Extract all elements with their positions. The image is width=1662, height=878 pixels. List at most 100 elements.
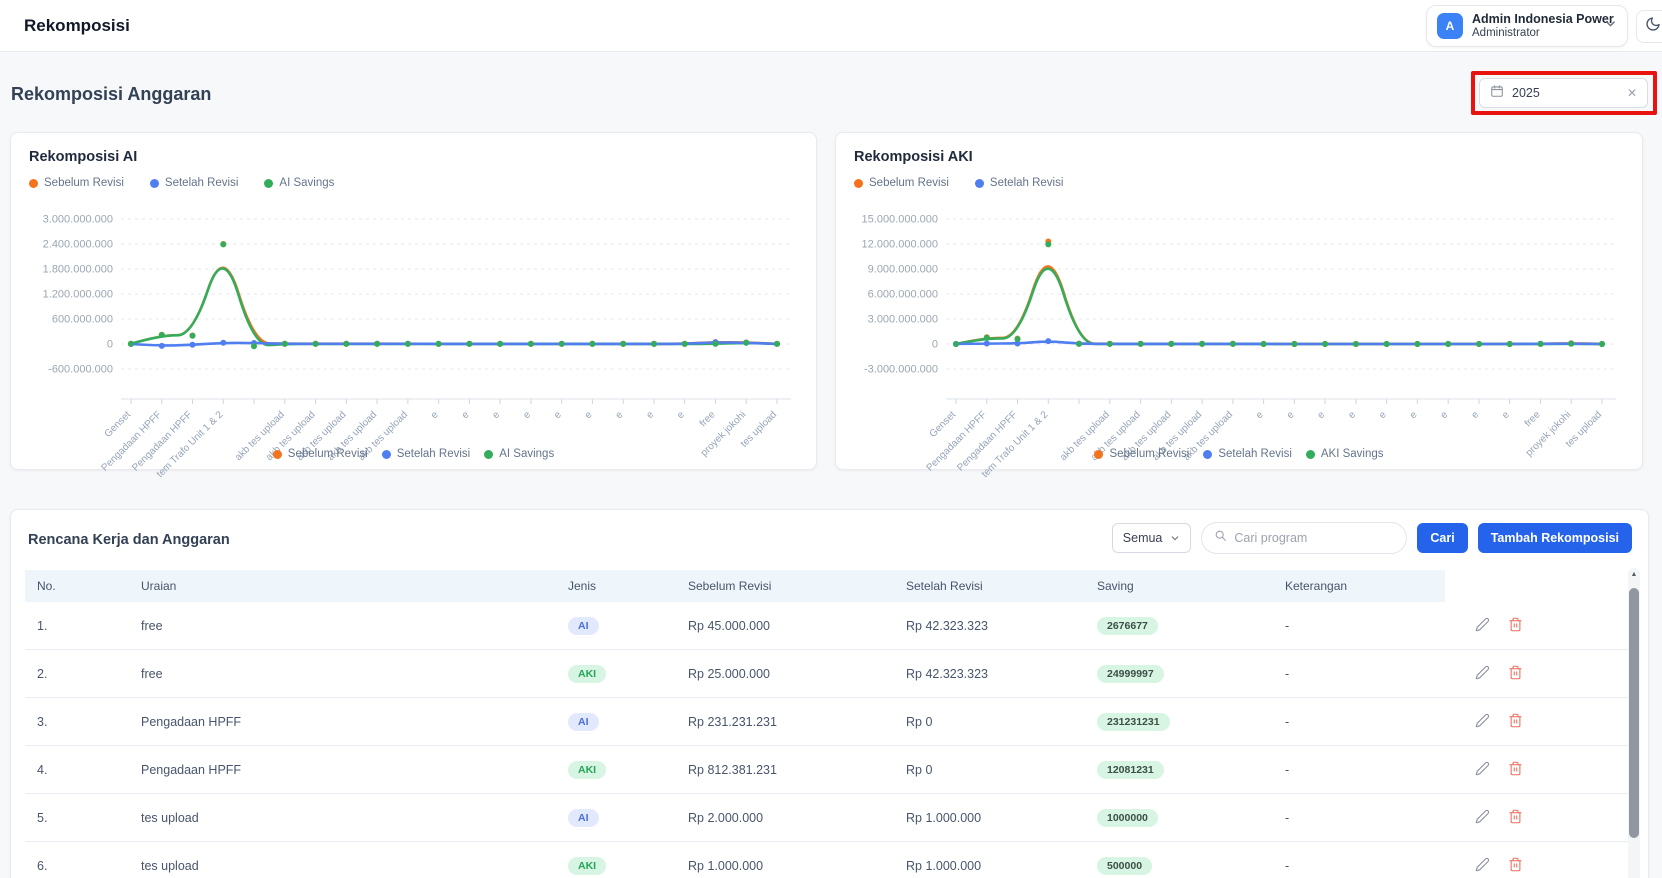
svg-text:e: e bbox=[1346, 409, 1358, 421]
uraian-cell: free bbox=[141, 618, 163, 633]
table-controls: Semua Cari Tambah Rekomposisi bbox=[1111, 522, 1632, 554]
svg-text:e: e bbox=[1316, 409, 1328, 421]
jenis-badge-wrap: AKI bbox=[556, 760, 676, 779]
sebelum-revisi-cell: Rp 2.000.000 bbox=[688, 810, 764, 825]
legend-item[interactable]: AKI Savings bbox=[1305, 448, 1384, 460]
row-number: 3. bbox=[37, 714, 48, 729]
uraian-cell-wrap: tes upload bbox=[129, 859, 556, 873]
dark-mode-toggle[interactable] bbox=[1636, 10, 1662, 43]
chevron-down-icon bbox=[1172, 536, 1179, 541]
edit-button[interactable] bbox=[1475, 809, 1490, 827]
pencil-icon bbox=[1475, 617, 1490, 635]
setelah-revisi-cell: Rp 42.323.323 bbox=[906, 666, 989, 681]
row-actions bbox=[1445, 857, 1634, 875]
trash-icon bbox=[1508, 713, 1523, 731]
legend-label: AI Savings bbox=[279, 177, 335, 189]
legend-item[interactable]: Sebelum Revisi bbox=[1094, 448, 1189, 460]
row-number-wrap: 1. bbox=[25, 619, 129, 633]
aki-line-chart: 15.000.000.000 12.000.000.000 9.000.000.00… bbox=[844, 199, 1636, 480]
legend-item[interactable]: Sebelum Revisi bbox=[29, 177, 124, 189]
chart-legend-top: Sebelum Revisi Setelah Revisi AI Savings bbox=[29, 177, 334, 189]
edit-button[interactable] bbox=[1475, 665, 1490, 683]
scroll-up-arrow[interactable]: ▲ bbox=[1630, 571, 1638, 578]
legend-item[interactable]: Setelah Revisi bbox=[974, 177, 1063, 189]
jenis-badge: AKI bbox=[568, 856, 607, 875]
jenis-badge: AKI bbox=[568, 664, 607, 683]
svg-text:1.800.000.000: 1.800.000.000 bbox=[43, 264, 113, 276]
jenis-badge: AI bbox=[568, 616, 599, 635]
svg-text:1.200.000.000: 1.200.000.000 bbox=[43, 289, 113, 301]
jenis-filter-select[interactable]: Semua bbox=[1111, 523, 1192, 553]
delete-button[interactable] bbox=[1508, 617, 1523, 635]
svg-text:e: e bbox=[1377, 409, 1389, 421]
legend-item[interactable]: Setelah Revisi bbox=[381, 448, 471, 460]
uraian-cell: tes upload bbox=[141, 858, 199, 873]
row-number-wrap: 4. bbox=[25, 763, 129, 777]
legend-item[interactable]: AI Savings bbox=[264, 177, 334, 189]
delete-button[interactable] bbox=[1508, 857, 1523, 875]
legend-dot bbox=[149, 178, 159, 188]
legend-label: Setelah Revisi bbox=[164, 177, 239, 189]
legend-dot bbox=[29, 178, 38, 188]
edit-button[interactable] bbox=[1475, 761, 1490, 779]
jenis-filter-value: Semua bbox=[1122, 531, 1163, 545]
chart-title: Rekomposisi AKI bbox=[854, 149, 973, 165]
column-header: Saving bbox=[1085, 570, 1273, 602]
column-header: Sebelum Revisi bbox=[676, 570, 894, 602]
legend-dot bbox=[484, 449, 494, 459]
delete-button[interactable] bbox=[1508, 713, 1523, 731]
legend-item[interactable]: Sebelum Revisi bbox=[272, 448, 368, 460]
legend-item[interactable]: Setelah Revisi bbox=[1203, 448, 1292, 460]
delete-button[interactable] bbox=[1508, 665, 1523, 683]
svg-text:e: e bbox=[583, 409, 595, 421]
legend-label: Setelah Revisi bbox=[396, 448, 471, 460]
saving-badge-wrap: 500000 bbox=[1085, 856, 1273, 875]
pencil-icon bbox=[1475, 713, 1490, 731]
svg-text:3.000.000.000: 3.000.000.000 bbox=[868, 314, 938, 326]
edit-button[interactable] bbox=[1475, 713, 1490, 731]
table-row: 4. Pengadaan HPFF AKI Rp 812.381.231 Rp 0 120… bbox=[25, 746, 1634, 794]
table-row: 6. tes upload AKI Rp 1.000.000 Rp 1.000.000 5… bbox=[25, 842, 1634, 878]
legend-item[interactable]: AI Savings bbox=[484, 448, 554, 460]
delete-button[interactable] bbox=[1508, 809, 1523, 827]
user-menu[interactable]: A Admin Indonesia Power Administrator bbox=[1426, 5, 1628, 47]
saving-badge-wrap: 1000000 bbox=[1085, 808, 1273, 827]
app-title: Rekomposisi bbox=[24, 16, 130, 35]
calendar-icon bbox=[1490, 84, 1504, 103]
legend-item[interactable]: Setelah Revisi bbox=[149, 177, 239, 189]
legend-item[interactable]: Sebelum Revisi bbox=[854, 177, 949, 189]
keterangan-cell-wrap: - bbox=[1273, 811, 1445, 825]
svg-text:e: e bbox=[552, 409, 564, 421]
edit-button[interactable] bbox=[1475, 857, 1490, 875]
keterangan-cell-wrap: - bbox=[1273, 667, 1445, 681]
chart-card-aki: Rekomposisi AKI Sebelum Revisi Setelah Re… bbox=[835, 132, 1643, 480]
clear-icon[interactable]: ✕ bbox=[1626, 86, 1637, 100]
year-filter[interactable]: 2025 ✕ bbox=[1479, 78, 1648, 108]
pencil-icon bbox=[1475, 761, 1490, 779]
keterangan-cell: - bbox=[1285, 858, 1290, 873]
table-scrollbar[interactable]: ▲ bbox=[1628, 568, 1640, 878]
delete-button[interactable] bbox=[1508, 761, 1523, 779]
search-button[interactable]: Cari bbox=[1417, 523, 1468, 553]
row-actions bbox=[1445, 713, 1634, 731]
chart-card-ai: Rekomposisi AI Sebelum Revisi Setelah Rev… bbox=[10, 132, 817, 480]
uraian-cell: free bbox=[141, 666, 163, 681]
moon-icon bbox=[1645, 16, 1661, 37]
jenis-badge: AI bbox=[568, 808, 599, 827]
table-title: Rencana Kerja dan Anggaran bbox=[28, 532, 230, 548]
edit-button[interactable] bbox=[1475, 617, 1490, 635]
sebelum-revisi-cell-wrap: Rp 812.381.231 bbox=[676, 763, 894, 777]
user-role: Administrator bbox=[1472, 26, 1540, 39]
search-icon bbox=[1214, 529, 1227, 547]
trash-icon bbox=[1508, 665, 1523, 683]
svg-text:e: e bbox=[644, 409, 656, 421]
add-rekomposisi-button[interactable]: Tambah Rekomposisi bbox=[1477, 523, 1632, 553]
jenis-badge: AI bbox=[568, 712, 599, 731]
row-number-wrap: 3. bbox=[25, 715, 129, 729]
scrollbar-thumb[interactable] bbox=[1629, 588, 1639, 838]
setelah-revisi-cell: Rp 0 bbox=[906, 714, 933, 729]
svg-text:9.000.000.000: 9.000.000.000 bbox=[868, 264, 938, 276]
jenis-badge-wrap: AI bbox=[556, 616, 676, 635]
search-input[interactable] bbox=[1234, 531, 1396, 545]
jenis-badge-wrap: AKI bbox=[556, 664, 676, 683]
